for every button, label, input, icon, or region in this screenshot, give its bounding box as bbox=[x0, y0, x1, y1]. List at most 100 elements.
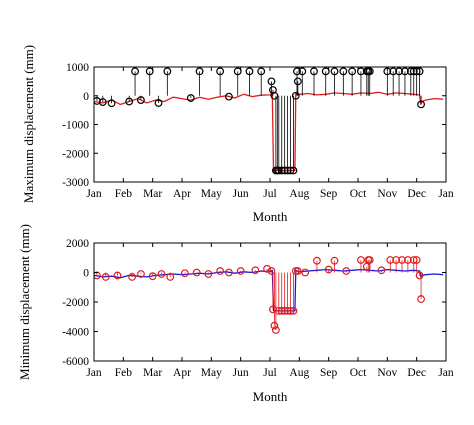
max-displacement-y-tick-label: 0 bbox=[83, 91, 89, 103]
min-displacement-event-marker bbox=[392, 256, 401, 264]
max-displacement-event-marker bbox=[125, 97, 134, 106]
min-displacement-event-marker bbox=[267, 267, 276, 275]
max-displacement-event-marker bbox=[163, 67, 172, 76]
min-displacement-event-marker bbox=[166, 273, 175, 281]
max-displacement-event-marker bbox=[107, 99, 116, 108]
max-displacement-event-marker bbox=[330, 67, 339, 76]
min-displacement-x-ticks: Jan Feb Mar Apr May Jun Jul Aug Sep Oct Nov Dec Jan bbox=[86, 243, 454, 379]
min-displacement-event-marker bbox=[365, 256, 374, 264]
min-displacement-event-marker bbox=[415, 271, 424, 280]
min-displacement-x-tick-label: Feb bbox=[115, 367, 133, 379]
max-displacement-y-ticks: 1000 0 -1000 -2000 -3000 bbox=[62, 62, 446, 189]
max-displacement-event-marker bbox=[321, 67, 330, 76]
max-displacement-x-tick-label: Mar bbox=[143, 188, 162, 200]
min-displacement-event-marker bbox=[270, 321, 279, 330]
min-displacement-event-marker bbox=[324, 265, 333, 274]
max-displacement-y-tick-label: -2000 bbox=[62, 148, 89, 160]
min-displacement-x-tick-label: Jul bbox=[263, 367, 276, 379]
min-displacement-y-ticks: 2000 0 -2000 -4000 -6000 bbox=[62, 238, 446, 368]
max-displacement-event-marker bbox=[131, 67, 139, 76]
min-displacement-event-marker bbox=[330, 256, 339, 265]
max-displacement-event-marker bbox=[233, 67, 242, 76]
min-displacement-plot-area bbox=[94, 256, 444, 334]
min-displacement-event-marker bbox=[403, 256, 412, 264]
min-displacement-event-marker bbox=[113, 271, 122, 280]
min-displacement-event-marker bbox=[157, 270, 166, 278]
min-displacement-x-tick-label: Oct bbox=[350, 367, 367, 379]
min-displacement-event-marker bbox=[377, 266, 386, 275]
max-displacement-x-tick-label: Jun bbox=[233, 188, 249, 200]
max-displacement-event-marker bbox=[145, 67, 154, 76]
min-displacement-x-tick-label: Dec bbox=[407, 367, 426, 379]
min-displacement-event-marker bbox=[386, 256, 395, 264]
max-displacement-event-marker bbox=[357, 67, 365, 76]
max-displacement-plot-area bbox=[94, 67, 444, 175]
min-displacement-event-marker bbox=[271, 326, 280, 334]
min-displacement-y-tick-label: 2000 bbox=[66, 238, 89, 250]
max-displacement-x-axis-label: Month bbox=[253, 209, 288, 224]
min-displacement-event-marker bbox=[137, 270, 145, 278]
max-displacement-event-marker bbox=[245, 67, 254, 76]
max-displacement-event-marker bbox=[395, 67, 403, 76]
max-displacement-x-tick-label: Aug bbox=[289, 188, 309, 200]
min-displacement-event-marker bbox=[398, 256, 406, 264]
max-displacement-event-marker bbox=[348, 67, 357, 76]
min-displacement-event-marker bbox=[263, 264, 271, 273]
max-displacement-x-tick-label: Jan bbox=[86, 188, 102, 200]
max-displacement-event-marker bbox=[291, 91, 300, 100]
min-displacement-y-tick-label: -4000 bbox=[62, 327, 89, 339]
min-displacement-event-marker bbox=[412, 256, 421, 264]
max-displacement-event-marker bbox=[98, 98, 107, 106]
max-displacement-x-tick-label: Apr bbox=[173, 188, 191, 200]
max-displacement-event-marker bbox=[401, 67, 409, 76]
min-displacement-x-tick-label: Jan bbox=[86, 367, 102, 379]
max-displacement-x-tick-label: Oct bbox=[350, 188, 367, 200]
min-displacement-event-marker bbox=[204, 270, 213, 278]
min-displacement-event-marker bbox=[236, 267, 245, 275]
min-displacement-event-marker bbox=[251, 266, 260, 275]
max-displacement-x-tick-label: Jul bbox=[263, 188, 276, 200]
min-displacement-event-marker bbox=[301, 268, 310, 277]
max-displacement-y-tick-label: -3000 bbox=[62, 177, 89, 189]
max-displacement-event-marker bbox=[195, 67, 204, 76]
min-displacement-event-marker bbox=[293, 267, 302, 275]
max-displacement-event-marker bbox=[339, 67, 348, 76]
max-displacement-event-marker bbox=[293, 67, 301, 76]
max-displacement-event-marker bbox=[310, 67, 318, 76]
max-displacement-event-marker bbox=[417, 100, 425, 109]
min-displacement-event-marker bbox=[342, 267, 351, 275]
min-displacement-event-marker bbox=[148, 272, 157, 281]
max-displacement-x-tick-label: Dec bbox=[407, 188, 426, 200]
min-displacement-event-marker bbox=[225, 268, 233, 277]
min-displacement-x-axis-label: Month bbox=[253, 389, 288, 404]
max-displacement-x-tick-label: May bbox=[201, 188, 222, 200]
max-displacement-event-markers bbox=[94, 67, 425, 175]
max-displacement-event-marker bbox=[186, 94, 195, 102]
min-displacement-event-marker bbox=[357, 256, 365, 264]
max-displacement-event-marker bbox=[137, 96, 145, 104]
min-displacement-y-axis-label: Minimum displacement (mm) bbox=[17, 224, 32, 380]
max-displacement-y-axis-label: Maximum displacement (mm) bbox=[21, 45, 36, 203]
max-displacement-event-marker bbox=[389, 67, 398, 76]
min-displacement-x-tick-label: Apr bbox=[173, 367, 191, 379]
max-displacement-event-marker bbox=[216, 67, 225, 76]
max-displacement-event-marker bbox=[225, 92, 233, 101]
max-displacement-event-marker bbox=[298, 67, 307, 76]
max-displacement-y-tick-label: 1000 bbox=[66, 62, 89, 74]
max-displacement-event-marker bbox=[415, 67, 424, 76]
min-displacement-y-tick-label: -6000 bbox=[62, 356, 89, 368]
max-displacement-event-marker bbox=[267, 77, 276, 86]
max-displacement-x-ticks: Jan Feb Mar Apr May Jun Jul Aug Sep Oct Nov Dec Jan bbox=[86, 67, 454, 200]
max-displacement-event-marker bbox=[154, 99, 163, 107]
max-displacement-event-marker bbox=[289, 166, 298, 175]
min-displacement-event-marker bbox=[181, 269, 189, 278]
min-displacement-event-marker bbox=[101, 273, 110, 281]
min-displacement-x-tick-label: Nov bbox=[377, 367, 397, 379]
min-displacement-event-marker bbox=[128, 273, 137, 281]
max-displacement-x-tick-label: Feb bbox=[115, 188, 133, 200]
max-displacement-x-tick-label: Sep bbox=[320, 188, 338, 200]
max-displacement-event-marker bbox=[257, 67, 266, 76]
min-displacement-event-marker bbox=[192, 268, 201, 277]
